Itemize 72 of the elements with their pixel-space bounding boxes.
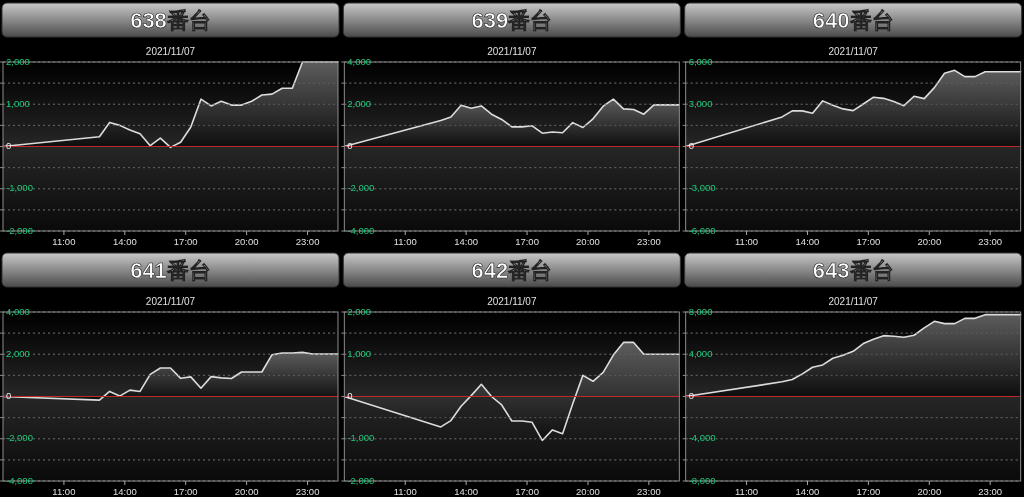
y-tick-label: -1,000 (347, 432, 375, 444)
y-tick-label: 8,000 (688, 305, 713, 317)
x-tick-label: 14:00 (112, 236, 137, 247)
x-tick-label: 17:00 (856, 486, 881, 497)
chart-title: 641番台 (130, 258, 211, 283)
chart-title: 640番台 (812, 8, 894, 33)
y-tick-label: -3,000 (688, 182, 716, 194)
y-tick-label: 4,000 (347, 55, 372, 67)
x-tick-label: 17:00 (515, 236, 539, 247)
y-tick-label: 0 (688, 390, 694, 402)
x-tick-label: 14:00 (454, 486, 479, 497)
x-tick-label: 20:00 (576, 486, 600, 497)
x-tick-label: 23:00 (636, 236, 661, 247)
y-tick-label: 0 (6, 140, 12, 152)
y-tick-label: 4,000 (6, 305, 30, 317)
x-tick-label: 23:00 (295, 236, 320, 247)
x-tick-label: 11:00 (735, 236, 759, 247)
x-tick-label: 17:00 (173, 236, 198, 247)
x-tick-label: 23:00 (978, 236, 1003, 247)
y-tick-label: -8,000 (688, 474, 716, 486)
chart-subtitle: 2021/11/07 (487, 46, 537, 57)
y-tick-label: -6,000 (688, 224, 716, 236)
chart-subtitle: 2021/11/07 (145, 296, 196, 307)
y-tick-label: -4,000 (347, 224, 375, 236)
y-tick-label: -1,000 (6, 182, 33, 194)
x-tick-label: 23:00 (978, 486, 1003, 497)
y-tick-label: 2,000 (347, 305, 372, 317)
x-tick-label: 17:00 (856, 236, 881, 247)
x-tick-label: 23:00 (636, 486, 661, 497)
y-tick-label: 2,000 (6, 347, 30, 359)
chart-title: 638番台 (130, 8, 211, 33)
y-tick-label: -2,000 (6, 224, 33, 236)
x-tick-label: 14:00 (112, 486, 137, 497)
y-tick-label: -4,000 (6, 474, 33, 486)
y-tick-label: 0 (6, 390, 12, 402)
x-tick-label: 14:00 (795, 486, 820, 497)
y-tick-label: 0 (347, 140, 353, 152)
y-tick-label: 4,000 (688, 347, 713, 359)
y-tick-label: 1,000 (6, 97, 30, 109)
x-tick-label: 11:00 (393, 236, 417, 247)
x-tick-label: 11:00 (735, 486, 759, 497)
x-tick-label: 17:00 (173, 486, 198, 497)
y-tick-label: 0 (688, 140, 694, 152)
x-tick-label: 11:00 (52, 486, 76, 497)
chart-subtitle: 2021/11/07 (487, 296, 537, 307)
x-tick-label: 17:00 (515, 486, 539, 497)
y-tick-label: -2,000 (6, 432, 33, 444)
y-tick-label: -2,000 (347, 182, 375, 194)
y-tick-label: -4,000 (688, 432, 716, 444)
y-tick-label: 1,000 (347, 347, 372, 359)
x-tick-label: 20:00 (576, 236, 600, 247)
x-tick-label: 20:00 (917, 236, 942, 247)
chart-subtitle: 2021/11/07 (828, 296, 879, 307)
x-tick-label: 11:00 (52, 236, 76, 247)
chart-title: 639番台 (471, 8, 553, 33)
x-tick-label: 23:00 (295, 486, 320, 497)
x-tick-label: 11:00 (393, 486, 417, 497)
y-tick-label: 2,000 (347, 97, 372, 109)
chart-subtitle: 2021/11/07 (145, 46, 196, 57)
x-tick-label: 20:00 (234, 486, 259, 497)
x-tick-label: 14:00 (795, 236, 820, 247)
chart-subtitle: 2021/11/07 (828, 46, 879, 57)
y-tick-label: 6,000 (688, 55, 713, 67)
x-tick-label: 20:00 (917, 486, 942, 497)
chart-title: 643番台 (812, 258, 894, 283)
y-tick-label: 2,000 (6, 55, 30, 67)
chart-title: 642番台 (471, 258, 553, 283)
y-tick-label: 0 (347, 390, 353, 402)
x-tick-label: 20:00 (234, 236, 259, 247)
y-tick-label: -2,000 (347, 474, 375, 486)
x-tick-label: 14:00 (454, 236, 479, 247)
y-tick-label: 3,000 (688, 97, 713, 109)
